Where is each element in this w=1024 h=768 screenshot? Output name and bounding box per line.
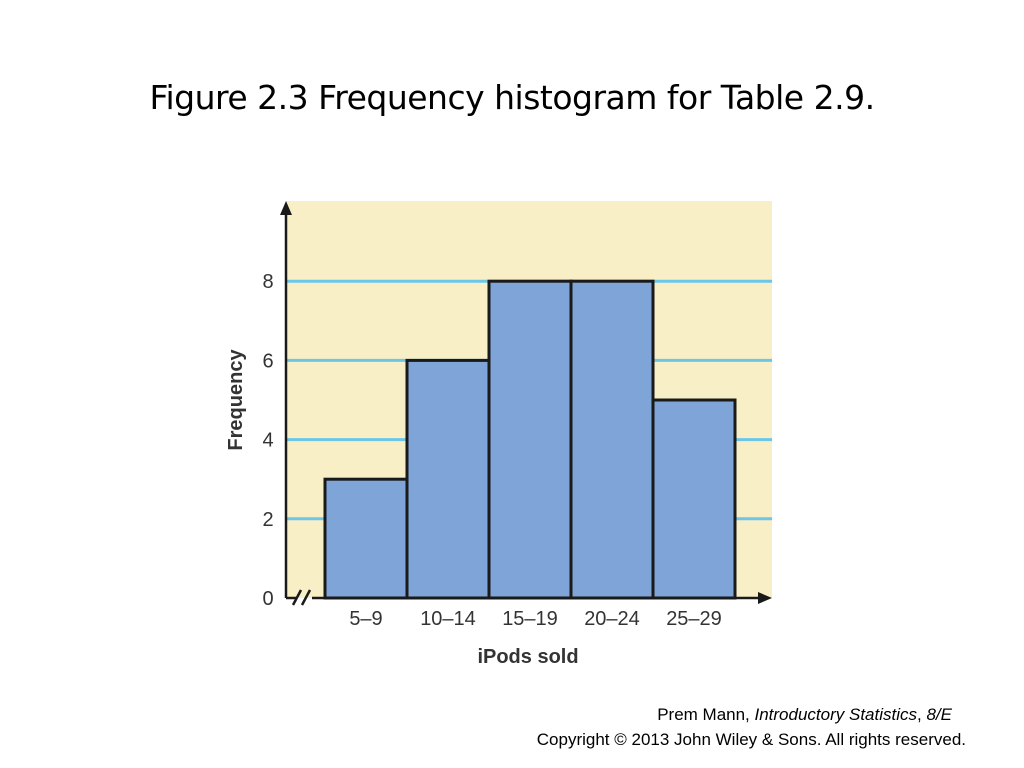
x-tick-labels: 5–9 10–14 15–19 20–24 25–29 — [349, 608, 722, 630]
y-tick-label-0: 0 — [262, 588, 273, 610]
credit-edition: 8/E — [926, 705, 952, 724]
credit-copyright: Copyright © 2013 John Wiley & Sons. All … — [536, 730, 966, 749]
credit-book-title: Introductory Statistics — [754, 705, 918, 724]
credit-separator: , — [917, 705, 927, 724]
y-tick-label-4: 4 — [262, 430, 273, 452]
bar-4 — [651, 398, 737, 600]
bar-0 — [323, 477, 409, 600]
axis-break-mark-1 — [291, 589, 303, 606]
y-axis-title: Frequency — [225, 349, 247, 451]
x-axis-arrow-icon — [758, 592, 772, 604]
bar-2 — [487, 279, 573, 600]
x-tick-label-1: 10–14 — [420, 608, 476, 630]
x-axis-title: iPods sold — [477, 646, 578, 668]
bar-3 — [569, 279, 655, 600]
axes — [280, 201, 772, 606]
y-tick-label-2: 2 — [262, 509, 273, 531]
y-tick-labels: 0 2 4 6 8 — [262, 271, 273, 610]
bar-1 — [405, 358, 491, 600]
y-axis-arrow-icon — [280, 201, 292, 215]
credit-citation: Prem Mann, Introductory Statistics, 8/E — [560, 705, 952, 725]
credit-author: Prem Mann, — [657, 705, 755, 724]
x-tick-label-0: 5–9 — [349, 608, 382, 630]
slide-title: Figure 2.3 Frequency histogram for Table… — [149, 78, 875, 117]
axis-break-mark-2 — [300, 589, 312, 606]
x-tick-label-2: 15–19 — [502, 608, 558, 630]
y-tick-label-8: 8 — [262, 271, 273, 293]
y-tick-label-6: 6 — [262, 350, 273, 372]
x-tick-label-4: 25–29 — [666, 608, 722, 630]
x-tick-label-3: 20–24 — [584, 608, 640, 630]
